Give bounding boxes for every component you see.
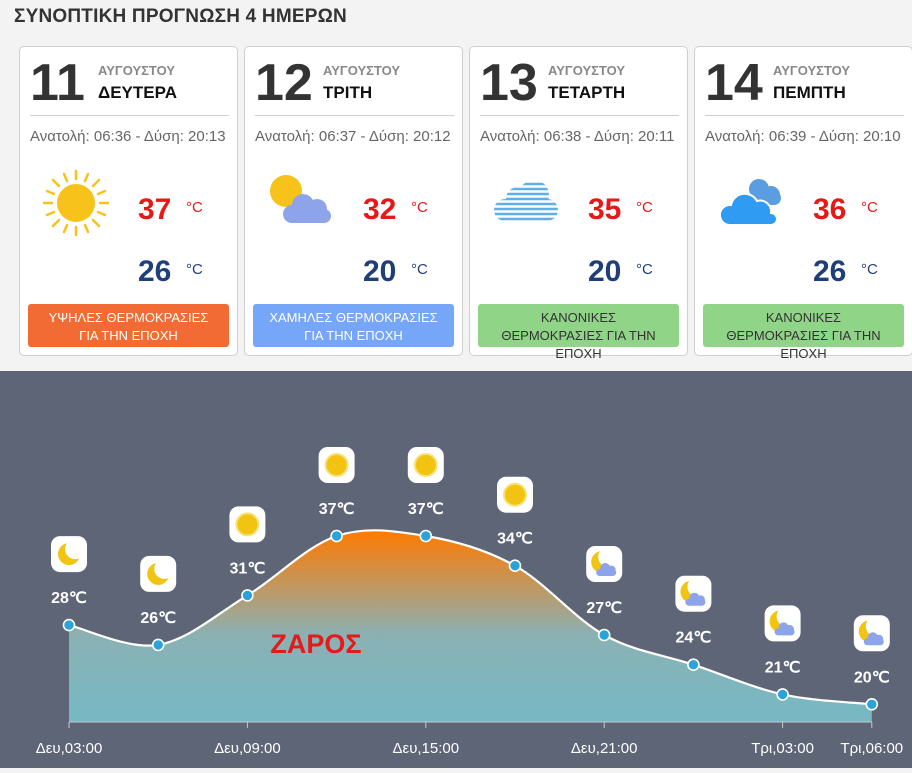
temperature-label: 37℃ <box>319 501 355 518</box>
day-card: 11 ΑΥΓΟΥΣΤΟΥ ΔΕΥΤΕΡΑ Ανατολή: 06:36 - Δύ… <box>19 46 238 356</box>
sunrise-sunset: Ανατολή: 06:37 - Δύση: 20:12 <box>255 128 451 145</box>
weekday-label: ΔΕΥΤΕΡΑ <box>98 83 177 102</box>
x-tick-label: Τρι,06:00 <box>840 740 903 757</box>
data-point <box>865 697 879 711</box>
temperature-label: 28℃ <box>51 590 87 607</box>
temperature-label: 20℃ <box>854 669 890 686</box>
x-tick-label: Δευ,21:00 <box>571 740 638 757</box>
weekday-label: ΠΕΜΠΤΗ <box>773 83 846 102</box>
haze-cloud-icon <box>494 182 558 221</box>
max-unit: °C <box>186 199 203 216</box>
x-tick-label: Δευ,03:00 <box>36 740 103 757</box>
max-temp: 37 <box>138 193 172 226</box>
data-point <box>419 529 433 543</box>
data-point <box>151 638 165 652</box>
min-unit: °C <box>411 261 428 278</box>
month-label: ΑΥΓΟΥΣΤΟΥ <box>323 63 401 78</box>
temperature-label: 34℃ <box>497 531 533 548</box>
x-tick-label: Τρι,03:00 <box>751 740 814 757</box>
clouds-icon <box>719 179 781 226</box>
sun-icon <box>229 506 266 543</box>
min-unit: °C <box>636 261 653 278</box>
sun-icon <box>318 447 355 483</box>
x-tick-label: Δευ,09:00 <box>214 740 281 757</box>
weekday-label: ΤΕΤΑΡΤΗ <box>548 83 626 102</box>
min-temp: 26 <box>138 255 172 288</box>
temperature-label: 26℃ <box>140 610 176 627</box>
weekday-label: ΤΡΙΤΗ <box>323 83 373 102</box>
temperature-badge: ΚΑΝΟΝΙΚΕΣ ΘΕΡΜΟΚΡΑΣΙΕΣ ΓΙΑ ΤΗΝ ΕΠΟΧΗ <box>478 304 679 361</box>
sun-cloud-icon <box>270 175 331 223</box>
divider <box>705 115 904 116</box>
data-point <box>597 628 611 642</box>
moon-icon <box>140 555 177 592</box>
temperature-badge: ΥΨΗΛΕΣ ΘΕΡΜΟΚΡΑΣΙΕΣ ΓΙΑ ΤΗΝ ΕΠΟΧΗ <box>28 304 229 347</box>
day-number: 14 <box>705 54 763 112</box>
sun-icon <box>407 447 444 483</box>
max-temp: 35 <box>588 193 622 226</box>
min-unit: °C <box>861 261 878 278</box>
min-unit: °C <box>186 261 203 278</box>
min-temp: 26 <box>813 255 847 288</box>
moon-cloud-icon <box>586 546 623 582</box>
day-card: 14 ΑΥΓΟΥΣΤΟΥ ΠΕΜΠΤΗ Ανατολή: 06:39 - Δύσ… <box>694 46 912 361</box>
data-point <box>687 658 700 672</box>
moon-cloud-icon <box>675 575 712 612</box>
forecast-section: ΣΥΝΟΠΤΙΚΗ ΠΡΟΓΝΩΣΗ 4 ΗΜΕΡΩΝ 11 ΑΥΓΟΥΣΤΟΥ… <box>0 0 912 362</box>
max-unit: °C <box>636 199 653 216</box>
divider <box>255 115 454 116</box>
month-label: ΑΥΓΟΥΣΤΟΥ <box>773 63 851 78</box>
data-point <box>508 559 522 572</box>
sunrise-sunset: Ανατολή: 06:39 - Δύση: 20:10 <box>705 128 901 145</box>
data-point <box>330 529 343 543</box>
moon-cloud-icon <box>853 615 890 652</box>
divider <box>30 115 229 116</box>
x-tick-label: Δευ,15:00 <box>392 740 459 757</box>
day-number: 11 <box>30 54 85 112</box>
min-temp: 20 <box>363 255 397 288</box>
page-title: ΣΥΝΟΠΤΙΚΗ ΠΡΟΓΝΩΣΗ 4 ΗΜΕΡΩΝ <box>14 6 347 27</box>
max-temp: 32 <box>363 193 397 226</box>
temperature-label: 27℃ <box>586 600 622 617</box>
sunrise-sunset: Ανατολή: 06:36 - Δύση: 20:13 <box>30 128 226 145</box>
day-number: 13 <box>480 54 538 112</box>
location-label: ΖΑΡΟΣ <box>270 629 361 659</box>
temperature-label: 21℃ <box>765 659 801 676</box>
max-temp: 36 <box>813 193 847 226</box>
moon-icon <box>51 536 87 573</box>
temperature-area <box>69 530 872 722</box>
temperature-line <box>68 529 872 706</box>
sun-icon <box>42 169 110 237</box>
max-unit: °C <box>411 199 428 216</box>
month-label: ΑΥΓΟΥΣΤΟΥ <box>98 63 176 78</box>
temperature-label: 31℃ <box>230 560 266 577</box>
min-temp: 20 <box>588 255 622 288</box>
temperature-label: 37℃ <box>408 501 444 518</box>
day-number: 12 <box>255 54 313 112</box>
temperature-badge: ΚΑΝΟΝΙΚΕΣ ΘΕΡΜΟΚΡΑΣΙΕΣ ΓΙΑ ΤΗΝ ΕΠΟΧΗ <box>703 304 904 361</box>
month-label: ΑΥΓΟΥΣΤΟΥ <box>548 63 626 78</box>
data-point <box>776 688 789 701</box>
temperature-label: 24℃ <box>676 630 712 647</box>
day-card: 12 ΑΥΓΟΥΣΤΟΥ ΤΡΙΤΗ Ανατολή: 06:37 - Δύση… <box>244 46 463 356</box>
data-point <box>241 589 254 602</box>
hourly-temperature-chart: Δευ,03:00 Δευ,09:00 Δευ,15:00 Δευ,21:00 Τρι,… <box>36 447 903 757</box>
sunrise-sunset: Ανατολή: 06:38 - Δύση: 20:11 <box>480 128 675 145</box>
data-point <box>62 618 76 632</box>
hourly-chart: Δευ,03:00 Δευ,09:00 Δευ,15:00 Δευ,21:00 Τρι,… <box>0 371 912 768</box>
temperature-badge: ΧΑΜΗΛΕΣ ΘΕΡΜΟΚΡΑΣΙΕΣ ΓΙΑ ΤΗΝ ΕΠΟΧΗ <box>253 304 454 347</box>
sun-icon <box>497 476 533 513</box>
max-unit: °C <box>861 199 878 216</box>
divider <box>480 115 679 116</box>
moon-cloud-icon <box>764 605 801 642</box>
day-card: 13 ΑΥΓΟΥΣΤΟΥ ΤΕΤΑΡΤΗ Ανατολή: 06:38 - Δύ… <box>469 46 688 361</box>
